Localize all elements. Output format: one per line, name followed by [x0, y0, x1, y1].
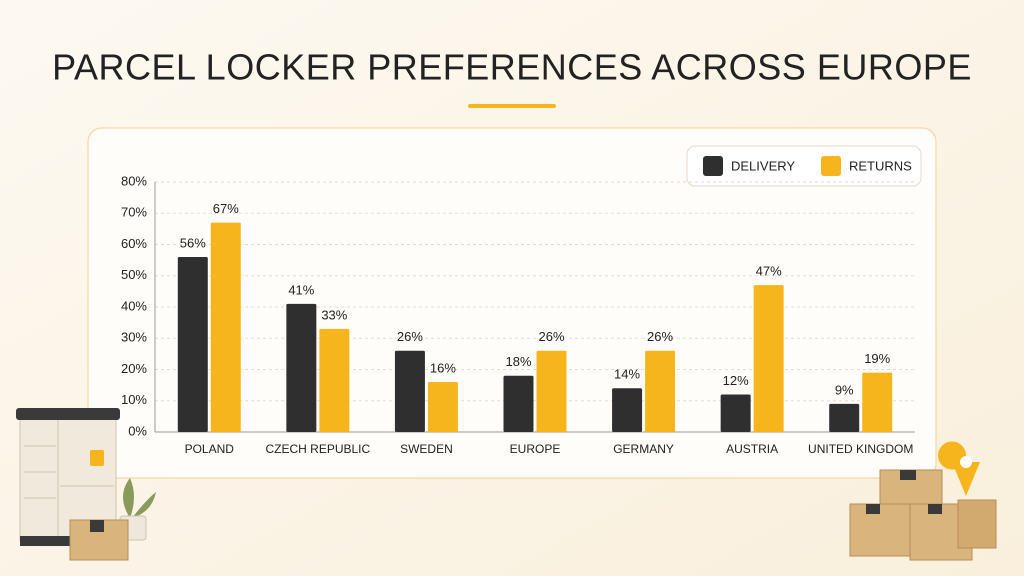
value-label: 19%	[864, 351, 890, 366]
y-tick-label: 40%	[121, 298, 147, 313]
value-label: 16%	[430, 360, 456, 375]
value-label: 26%	[397, 329, 423, 344]
x-tick-label: EUROPE	[510, 442, 561, 456]
legend-box	[686, 145, 922, 187]
bar	[645, 350, 676, 432]
value-label: 47%	[756, 264, 782, 279]
value-label: 56%	[180, 235, 206, 250]
value-label: 12%	[723, 373, 749, 388]
y-tick-label: 10%	[121, 392, 147, 407]
locker-illustration	[16, 408, 156, 561]
value-label: 33%	[321, 307, 347, 322]
value-label: 14%	[614, 367, 640, 382]
bar	[286, 303, 317, 432]
bar	[720, 394, 751, 432]
y-tick-label: 60%	[121, 236, 147, 251]
bar	[319, 328, 350, 432]
x-tick-label: UNITED KINGDOM	[808, 442, 913, 456]
boxes-illustration	[849, 441, 997, 561]
bar	[503, 375, 534, 432]
bar	[210, 222, 241, 432]
legend-swatch	[703, 156, 723, 176]
bar	[753, 285, 784, 432]
y-tick-label: 0%	[128, 423, 147, 438]
title-underline	[468, 104, 556, 108]
y-tick-label: 20%	[121, 361, 147, 376]
value-label: 18%	[505, 354, 531, 369]
legend-swatch	[821, 156, 841, 176]
x-tick-label: AUSTRIA	[726, 442, 778, 456]
value-label: 26%	[647, 329, 673, 344]
y-tick-label: 70%	[121, 205, 147, 220]
legend-label: RETURNS	[849, 158, 912, 173]
value-label: 9%	[835, 382, 854, 397]
y-tick-label: 80%	[121, 173, 147, 188]
bar	[829, 403, 860, 432]
bar	[427, 382, 458, 432]
bar	[177, 257, 208, 432]
x-tick-label: POLAND	[185, 442, 235, 456]
x-tick-label: SWEDEN	[400, 442, 453, 456]
chart-title: PARCEL LOCKER PREFERENCES ACROSS EUROPE	[52, 47, 972, 88]
bar	[536, 350, 567, 432]
bar	[612, 388, 643, 432]
y-tick-label: 50%	[121, 267, 147, 282]
legend-label: DELIVERY	[731, 158, 795, 173]
x-tick-label: CZECH REPUBLIC	[266, 442, 371, 456]
legend: DELIVERY RETURNS	[686, 145, 922, 187]
value-label: 26%	[538, 329, 564, 344]
bar	[394, 350, 425, 432]
value-label: 41%	[288, 282, 314, 297]
y-tick-label: 30%	[121, 330, 147, 345]
x-tick-label: GERMANY	[613, 442, 674, 456]
value-label: 67%	[213, 201, 239, 216]
bar	[862, 372, 893, 432]
